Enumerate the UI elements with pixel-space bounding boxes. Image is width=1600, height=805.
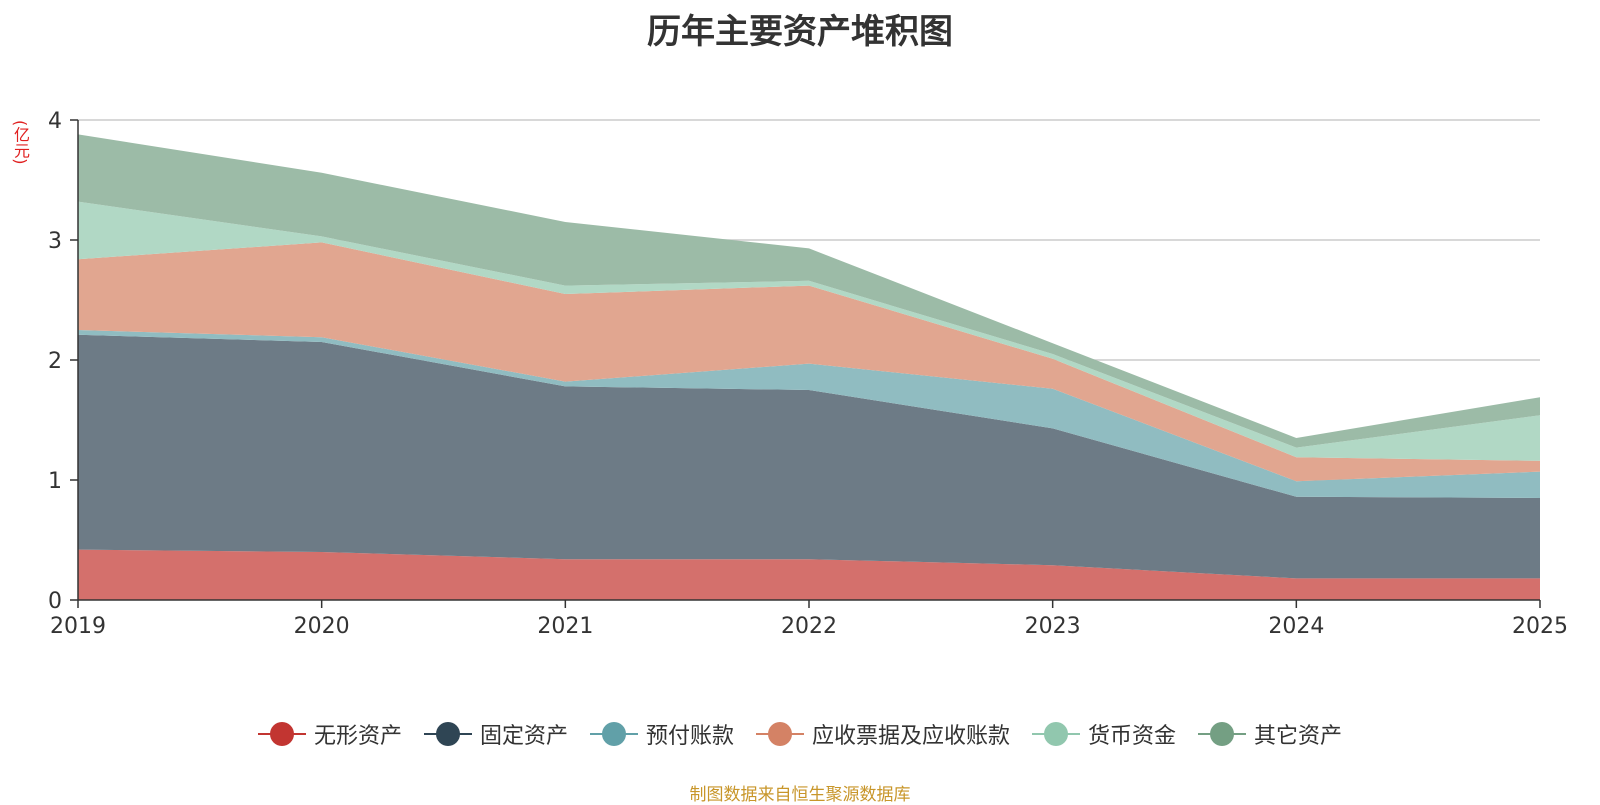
legend-label: 预付账款 [645, 724, 734, 749]
area-series-4 [78, 242, 1540, 482]
legend-marker-icon [1198, 722, 1247, 746]
legend-marker-dot [1210, 722, 1235, 746]
legend-item[interactable]: 货币资金 [1032, 718, 1176, 750]
area-series-6 [78, 134, 1540, 448]
legend-item[interactable]: 其它资产 [1198, 718, 1342, 750]
legend-label: 其它资产 [1254, 724, 1343, 749]
chart-title: 历年主要资产堆积图 [647, 12, 953, 52]
x-tick-label: 2024 [1268, 614, 1324, 639]
legend-label: 固定资产 [479, 724, 568, 749]
legend-item[interactable]: 无形资产 [257, 718, 402, 750]
legend-label: 货币资金 [1088, 724, 1177, 749]
legend-marker-dot [435, 722, 460, 746]
source-note: 制图数据来自恒生聚源数据库 [689, 785, 911, 805]
legend-marker-icon [589, 722, 638, 746]
legend-item[interactable]: 固定资产 [423, 718, 568, 750]
legend-marker-icon [756, 722, 804, 746]
legend-label: 应收票据及应收账款 [812, 724, 1011, 749]
legend: 无形资产 固定资产 预付账款 应收票据及应收账款 货币资金 其它资产 [0, 718, 1600, 750]
y-tick-label: 4 [48, 109, 62, 134]
y-tick-label: 1 [48, 469, 62, 494]
legend-marker-dot [601, 722, 626, 746]
x-tick-label: 2022 [781, 614, 837, 639]
x-tick-label: 2019 [50, 614, 106, 639]
legend-item[interactable]: 应收票据及应收账款 [756, 718, 1010, 750]
legend-marker-icon [423, 722, 472, 746]
axes: 0 1 2 3 4 2019 2020 2021 2022 2023 2024 2025 [48, 109, 1568, 639]
legend-marker-icon [257, 722, 306, 746]
area-series-5 [78, 201, 1540, 461]
x-tick-label: 2025 [1512, 614, 1568, 639]
y-tick-label: 2 [48, 349, 62, 374]
legend-label: 无形资产 [313, 724, 402, 749]
x-tick-label: 2023 [1025, 614, 1081, 639]
area-series-layer [78, 134, 1540, 600]
legend-item[interactable]: 预付账款 [589, 718, 734, 750]
legend-marker-dot [1044, 722, 1069, 746]
area-series-2 [78, 334, 1540, 579]
x-tick-label: 2020 [294, 614, 350, 639]
area-series-3 [78, 330, 1540, 498]
y-tick-label: 3 [48, 229, 62, 254]
legend-marker-icon [1032, 722, 1081, 746]
area-series-1 [78, 549, 1540, 600]
x-tick-label: 2021 [537, 614, 593, 639]
legend-marker-dot [768, 722, 792, 746]
legend-marker-dot [269, 722, 294, 746]
y-axis-unit-label: (亿元) [11, 120, 30, 165]
y-tick-label: 0 [48, 589, 62, 614]
